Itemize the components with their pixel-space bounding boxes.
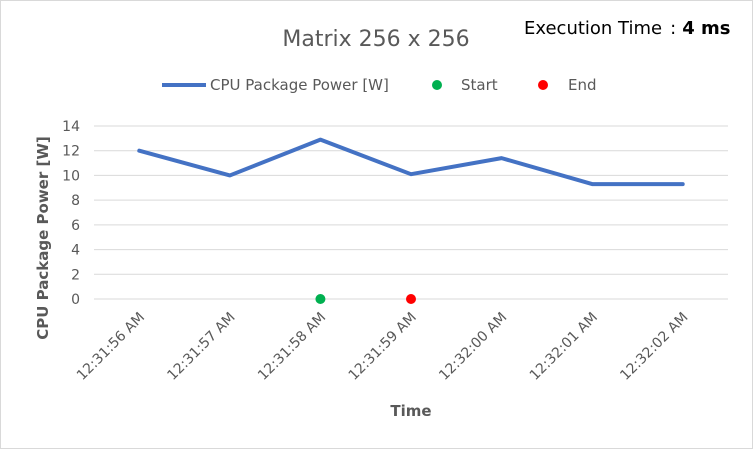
- gridlines: [94, 125, 728, 300]
- y-tick-label: 2: [71, 267, 80, 283]
- y-tick-label: 4: [71, 243, 80, 259]
- legend-label-start: Start: [461, 76, 498, 94]
- x-tick-label: 12:32:00 AM: [436, 310, 510, 384]
- y-axis-ticks: 0 2 4 6 8 10 12 14: [62, 119, 80, 308]
- legend: CPU Package Power [W] Start End: [162, 76, 597, 94]
- y-tick-label: 6: [71, 218, 80, 234]
- execution-time-label: Execution Time: [524, 18, 663, 39]
- x-axis-title: Time: [390, 402, 431, 420]
- x-tick-label: 12:32:02 AM: [617, 310, 691, 384]
- x-tick-label: 12:31:57 AM: [164, 310, 238, 384]
- x-tick-label: 12:32:01 AM: [527, 310, 601, 384]
- y-tick-label: 8: [71, 193, 80, 209]
- legend-swatch-end: [538, 80, 548, 90]
- y-tick-label: 0: [71, 292, 80, 308]
- chart-title: Matrix 256 x 256: [282, 27, 469, 52]
- y-tick-label: 12: [62, 144, 80, 160]
- x-axis-ticks: 12:31:56 AM 12:31:57 AM 12:31:58 AM 12:31:5…: [74, 310, 692, 384]
- series-layer: [137, 137, 685, 304]
- x-tick-label: 12:31:56 AM: [74, 310, 148, 384]
- y-tick-label: 10: [62, 168, 80, 184]
- execution-time-value: 4 ms: [682, 18, 731, 39]
- x-tick-label: 12:31:59 AM: [346, 310, 420, 384]
- y-axis-title: CPU Package Power [W]: [34, 136, 52, 339]
- x-tick-label: 12:31:58 AM: [255, 310, 329, 384]
- execution-time-separator: :: [670, 18, 677, 39]
- y-tick-label: 14: [62, 119, 80, 135]
- legend-swatch-start: [432, 80, 442, 90]
- start-marker: [315, 294, 326, 304]
- end-marker: [406, 294, 416, 304]
- legend-label-end: End: [568, 76, 597, 94]
- execution-time: Execution Time:4 ms: [524, 18, 730, 39]
- legend-label-power: CPU Package Power [W]: [210, 76, 389, 94]
- power-series-line: [137, 137, 685, 187]
